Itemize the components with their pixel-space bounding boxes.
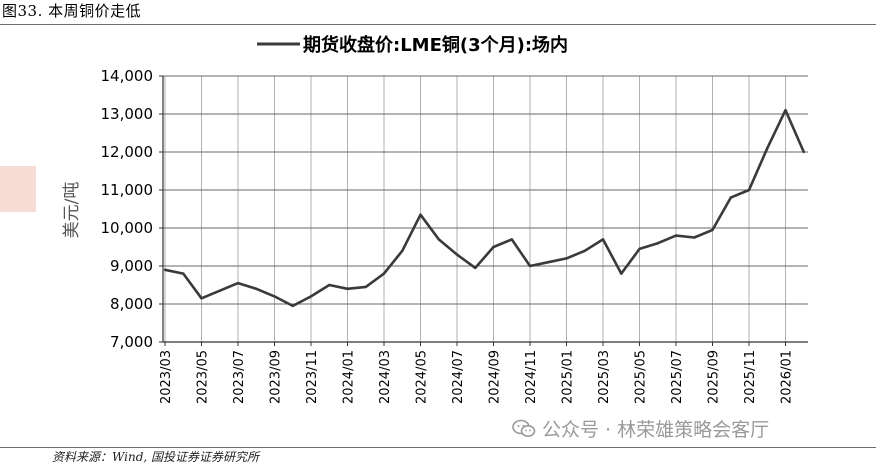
data-point — [766, 147, 769, 150]
x-tick-label: 2025/07 — [670, 350, 685, 404]
data-point — [583, 249, 586, 252]
data-point — [309, 295, 313, 298]
x-tick-label: 2024/11 — [524, 350, 539, 404]
x-tick-label: 2023/09 — [269, 350, 284, 404]
x-tick-label: 2024/05 — [415, 350, 430, 404]
x-tick-label: 2024/07 — [451, 350, 466, 404]
x-tick-label: 2025/05 — [634, 350, 649, 404]
data-point — [474, 266, 477, 270]
figure-caption: 图33. 本周铜价走低 — [2, 2, 142, 20]
wechat-icon — [512, 419, 536, 437]
data-point — [601, 238, 605, 241]
data-point — [638, 247, 641, 251]
top-divider — [0, 24, 876, 25]
data-point — [382, 272, 386, 275]
data-point — [401, 249, 404, 252]
watermark: 公众号 · 林荣雄策略会客厅 — [512, 415, 769, 442]
data-point — [729, 196, 732, 199]
x-tick-label: 2023/11 — [305, 350, 320, 404]
data-point — [492, 245, 495, 249]
data-point — [419, 213, 422, 216]
data-point — [163, 268, 167, 271]
x-tick-label: 2025/09 — [707, 350, 722, 404]
data-point — [218, 289, 221, 292]
data-point — [328, 283, 331, 287]
series-line — [164, 108, 805, 308]
data-point — [182, 272, 185, 275]
data-point — [711, 228, 714, 232]
data-point — [236, 281, 240, 285]
x-tick-labels: 2023/03 2023/05 2023/07 2023/09 2023/11 2024/… — [159, 350, 795, 404]
y-tick-label: 14,000 — [101, 67, 154, 85]
y-tick-label: 13,000 — [101, 105, 154, 123]
data-point — [528, 264, 532, 268]
data-point — [656, 242, 659, 245]
x-tick-label: 2023/07 — [232, 350, 247, 404]
line-chart: 7,000 8,000 9,000 10,000 11,000 12,000 13,000 1… — [62, 34, 808, 404]
side-accent-block — [0, 166, 36, 212]
y-tick-label: 11,000 — [101, 181, 154, 199]
y-tick-labels: 7,000 8,000 9,000 10,000 11,000 12,000 13,000 1… — [101, 67, 154, 351]
x-tick-label: 2024/01 — [342, 350, 357, 404]
chart-title: 期货收盘价:LME铜(3个月):场内 — [303, 34, 568, 56]
data-point — [364, 285, 367, 289]
series-layer — [163, 108, 805, 308]
watermark-text: 公众号 · 林荣雄策略会客厅 — [542, 419, 770, 441]
x-tick-label: 2025/03 — [597, 350, 612, 404]
y-tick-label: 8,000 — [110, 295, 153, 313]
data-point — [291, 304, 294, 308]
data-point — [674, 234, 678, 237]
source-note: 资料来源：Wind, 国投证券证券研究所 — [52, 450, 260, 464]
x-tick-label: 2026/01 — [780, 350, 795, 404]
x-tick-label: 2024/03 — [378, 350, 393, 404]
x-tick-label: 2024/09 — [488, 350, 503, 404]
data-point — [565, 257, 568, 260]
data-point — [802, 150, 805, 154]
data-point — [455, 253, 459, 256]
data-point — [784, 109, 787, 112]
data-point — [620, 272, 623, 275]
y-axis-label: 美元/吨 — [62, 182, 82, 239]
data-point — [200, 297, 203, 300]
data-point — [255, 287, 258, 290]
x-tick-label: 2025/11 — [743, 350, 758, 404]
axes-layer — [159, 75, 808, 346]
data-point — [346, 287, 349, 290]
data-point — [273, 295, 276, 298]
data-point — [747, 188, 751, 192]
x-tick-label: 2023/03 — [159, 350, 174, 404]
y-tick-label: 12,000 — [101, 143, 154, 161]
data-point — [693, 236, 696, 239]
data-point — [547, 261, 550, 264]
grid-layer — [163, 75, 808, 343]
x-tick-label: 2023/05 — [196, 350, 211, 404]
data-point — [510, 238, 513, 241]
data-point — [437, 238, 440, 241]
y-tick-label: 10,000 — [101, 219, 154, 237]
legend: 期货收盘价:LME铜(3个月):场内 — [257, 34, 568, 56]
x-tick-label: 2025/01 — [561, 350, 576, 404]
y-tick-label: 9,000 — [110, 257, 153, 275]
y-tick-label: 7,000 — [110, 333, 153, 351]
bottom-divider — [0, 447, 876, 448]
